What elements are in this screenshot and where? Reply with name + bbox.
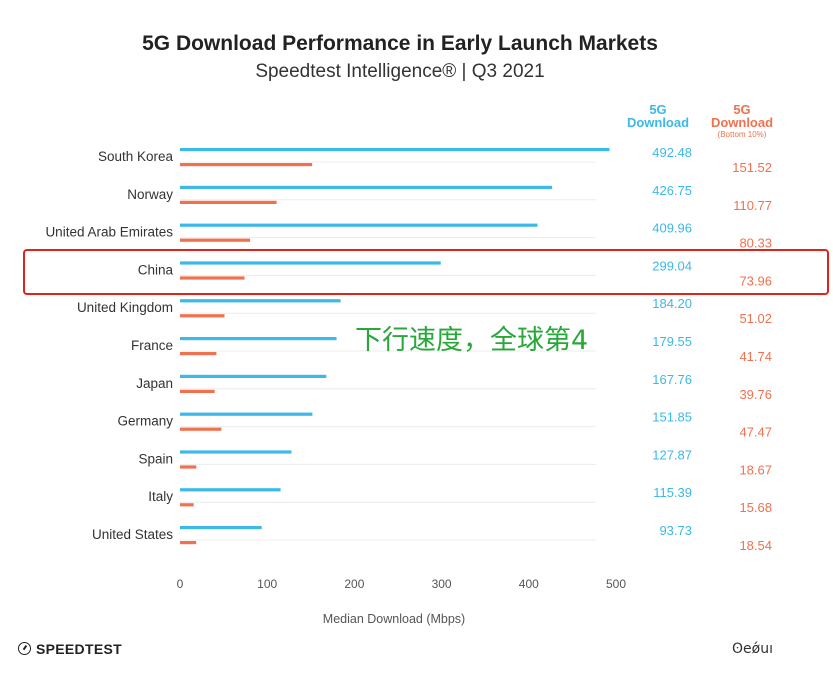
x-tick-label: 300 [432, 577, 452, 591]
speedtest-logo: SPEEDTEST [18, 641, 122, 657]
bar-5g-bottom10 [180, 541, 197, 545]
col1-line2: Download [626, 115, 690, 130]
col2-sub: (Bottom 10%) [717, 130, 767, 139]
value-label-5g-download: 409.96 [652, 221, 692, 236]
bar-5g-bottom10 [180, 389, 215, 393]
col2-line1: 5G [733, 102, 751, 117]
category-label: France [131, 338, 173, 353]
speedtest-gauge-icon [18, 642, 31, 655]
value-label-5g-bottom10: 18.67 [739, 462, 772, 477]
bar-5g-download [180, 223, 538, 227]
category-label: United Kingdom [77, 300, 173, 315]
bar-5g-bottom10 [180, 465, 197, 469]
bar-5g-download [180, 261, 441, 265]
bar-5g-bottom10 [180, 314, 225, 318]
bar-5g-download [180, 526, 262, 530]
value-label-5g-download: 127.87 [652, 447, 692, 462]
category-label: United Arab Emirates [45, 225, 173, 240]
col-header-5g-download-bottom10: 5G Download (Bottom 10%) [704, 103, 780, 140]
category-label: Spain [138, 451, 173, 466]
category-label: China [138, 262, 174, 277]
bar-5g-bottom10 [180, 238, 251, 242]
bar-5g-bottom10 [180, 200, 277, 204]
chart-subtitle: Speedtest Intelligence® | Q3 2021 [255, 61, 545, 82]
value-label-5g-download: 184.20 [652, 296, 692, 311]
value-label-5g-bottom10: 80.33 [739, 236, 772, 251]
x-tick-label: 0 [177, 577, 184, 591]
category-label: United States [92, 527, 173, 542]
category-label: Germany [117, 414, 173, 429]
watermark: ʘeǿuı [732, 641, 773, 657]
value-label-5g-download: 151.85 [652, 410, 692, 425]
value-label-5g-bottom10: 110.77 [733, 198, 772, 213]
bar-5g-download [180, 374, 327, 378]
bar-5g-download [180, 337, 337, 341]
value-label-5g-bottom10: 15.68 [739, 500, 772, 515]
bar-5g-download [180, 185, 553, 189]
category-label: Japan [136, 376, 173, 391]
value-label-5g-download: 179.55 [652, 334, 692, 349]
bar-5g-bottom10 [180, 427, 222, 431]
col-header-5g-download: 5G Download [620, 103, 696, 129]
bar-5g-bottom10 [180, 352, 217, 356]
bar-5g-bottom10 [180, 163, 313, 167]
bar-5g-download [180, 299, 341, 303]
category-label: Italy [148, 489, 173, 504]
annotation-text: 下行速度，全球第4 [355, 325, 589, 356]
value-label-5g-bottom10: 41.74 [739, 349, 772, 364]
value-label-5g-download: 115.39 [653, 485, 692, 500]
col1-line1: 5G [649, 102, 667, 117]
speedtest-logo-text: SPEEDTEST [36, 641, 122, 657]
x-tick-label: 500 [606, 577, 626, 591]
value-label-5g-download: 93.73 [659, 523, 692, 538]
bar-5g-bottom10 [180, 276, 245, 280]
value-label-5g-bottom10: 18.54 [739, 538, 772, 553]
bar-5g-download [180, 488, 281, 492]
value-label-5g-bottom10: 47.47 [739, 425, 772, 440]
category-label: South Korea [98, 149, 174, 164]
value-label-5g-download: 299.04 [652, 258, 692, 273]
bar-5g-download [180, 450, 292, 454]
value-label-5g-download: 492.48 [652, 145, 692, 160]
bar-5g-download [180, 412, 313, 416]
china-highlight-box [23, 249, 829, 295]
bar-5g-bottom10 [180, 503, 194, 507]
x-axis-label: Median Download (Mbps) [323, 612, 465, 626]
value-label-5g-download: 167.76 [652, 372, 692, 387]
value-label-5g-bottom10: 151.52 [732, 160, 772, 175]
value-label-5g-bottom10: 39.76 [739, 387, 772, 402]
x-tick-label: 200 [344, 577, 364, 591]
value-label-5g-bottom10: 73.96 [739, 273, 772, 288]
x-tick-label: 400 [519, 577, 539, 591]
x-tick-label: 100 [257, 577, 277, 591]
col2-line2: Download [710, 115, 774, 130]
value-label-5g-download: 426.75 [652, 183, 692, 198]
value-label-5g-bottom10: 51.02 [739, 311, 772, 326]
bar-5g-download [180, 148, 610, 152]
category-label: Norway [127, 187, 173, 202]
chart-title: 5G Download Performance in Early Launch … [142, 32, 658, 55]
